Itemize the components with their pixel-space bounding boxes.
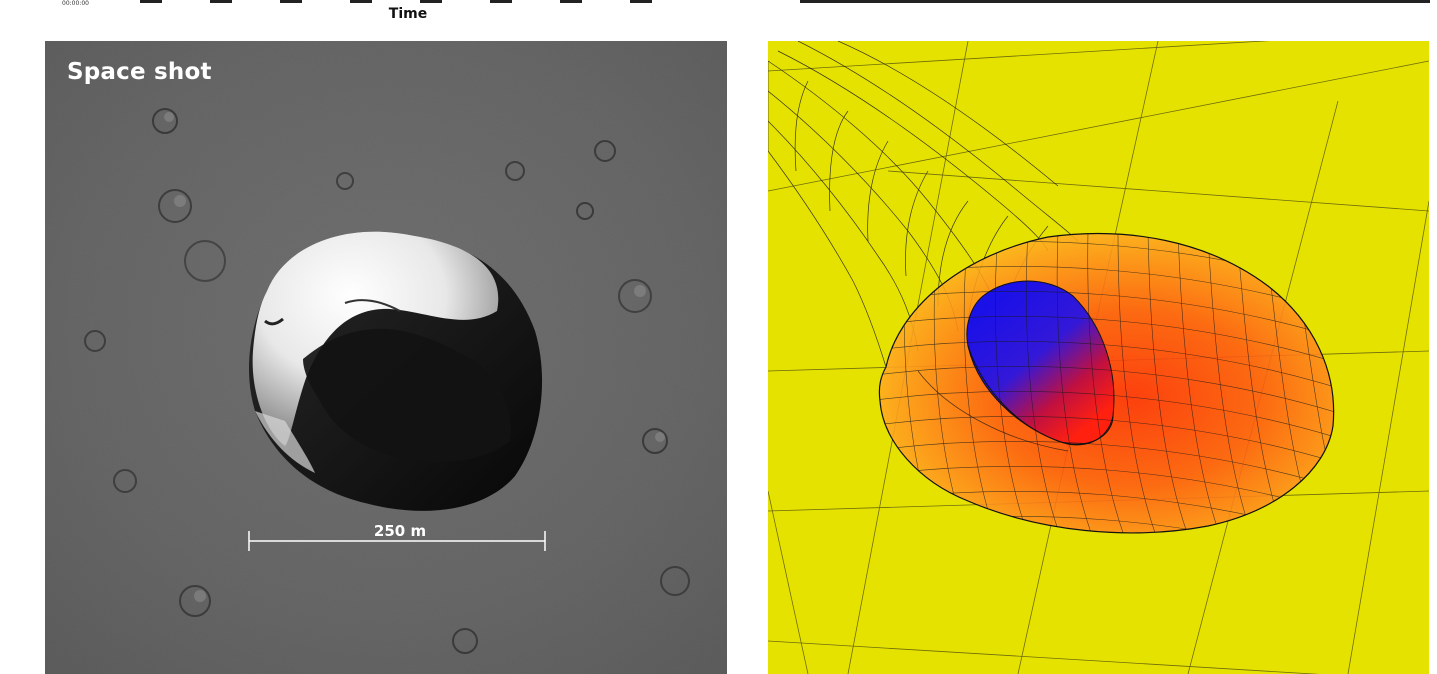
top-axis-strip: 00:00:00 Time	[0, 0, 1437, 30]
space-shot-image	[45, 41, 727, 674]
simulation-render-panel	[768, 41, 1429, 674]
axis-mark	[210, 0, 232, 3]
time-axis-label: Time	[388, 6, 428, 22]
simulation-render	[768, 41, 1429, 674]
axis-mark	[630, 0, 652, 3]
axis-mark	[280, 0, 302, 3]
axis-mark	[490, 0, 512, 3]
axis-mark	[140, 0, 162, 3]
scale-bar-label: 250 m	[373, 522, 427, 540]
panel-title: Space shot	[67, 59, 212, 85]
axis-mark	[800, 0, 1430, 3]
axis-mark	[420, 0, 442, 3]
axis-mark	[560, 0, 582, 3]
axis-mark	[350, 0, 372, 3]
time-tick-label: 00:00:00	[62, 0, 89, 7]
space-shot-image-panel: Space shot 250 m	[45, 41, 727, 674]
